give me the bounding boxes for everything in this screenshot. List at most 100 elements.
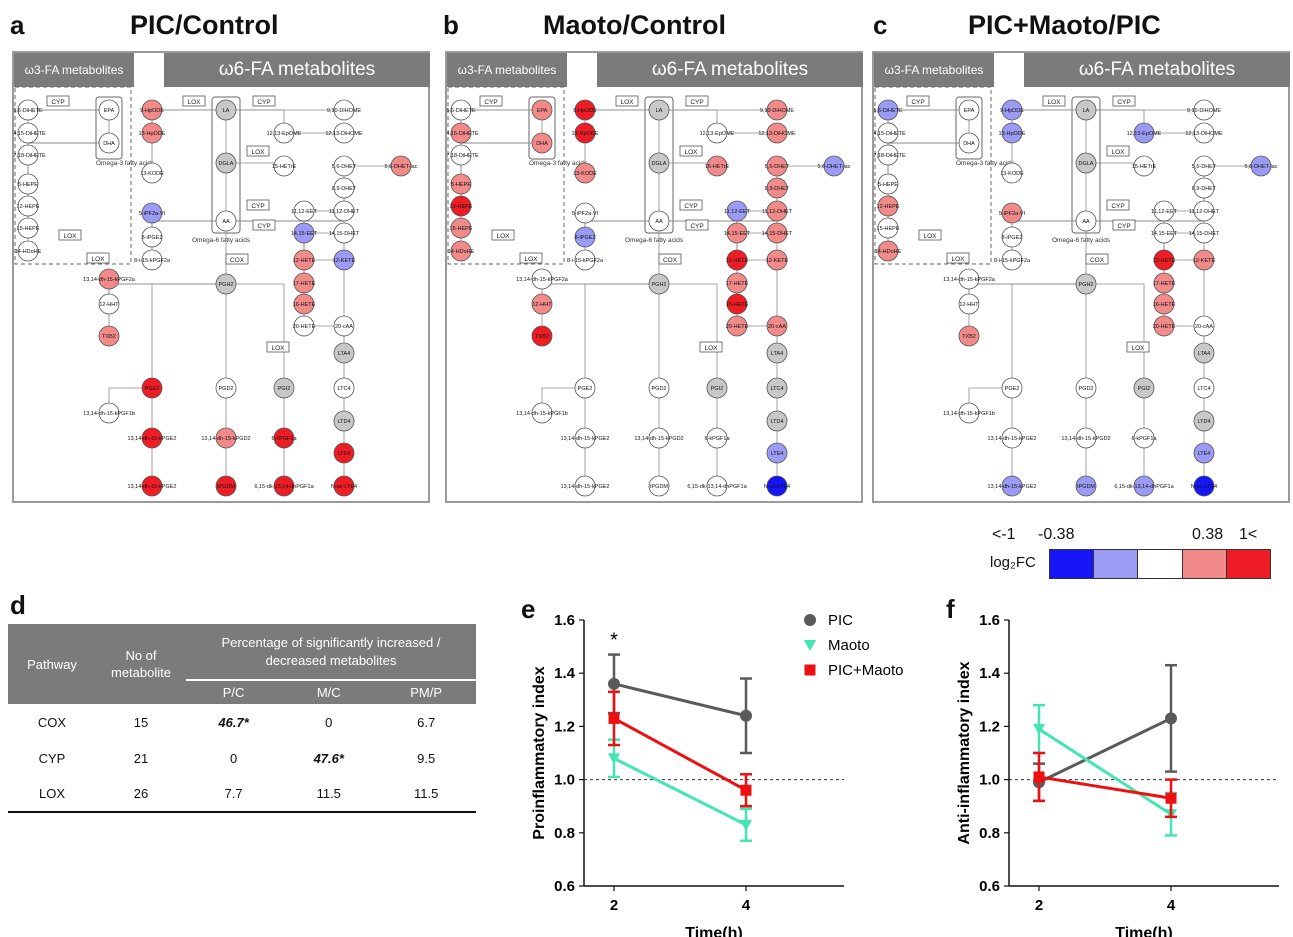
metabolite-label: 9-HpODE [1000, 108, 1024, 114]
metabolite-node: 12-HHT [958, 293, 980, 315]
w6-header: ω6-FA metabolites [597, 53, 863, 87]
metabolite-label: 12,13-EpOME [700, 131, 735, 137]
metabolite-label: 11,12-EET [291, 209, 318, 215]
metabolite-node: 14,15-DHET [1189, 222, 1220, 244]
svg-text:CYP: CYP [51, 99, 64, 106]
header-pct: Percentage of significantly increased / … [186, 624, 476, 680]
metabolite-label: 5-iPF2a-VI [139, 211, 166, 217]
pathway-edge [541, 283, 659, 336]
legend-entry: Maoto [804, 637, 870, 654]
metabolite-label: 13,14-dh-15-kPGF2a [83, 277, 136, 283]
x-tick-label: 2 [1035, 897, 1043, 914]
metabolite-label: PGE2 [1005, 386, 1020, 392]
metabolite-node: 5-HEPE [17, 173, 39, 195]
metabolite-label: LTC4 [337, 386, 350, 392]
svg-text:CYP: CYP [257, 99, 270, 106]
svg-text:LOX: LOX [1111, 149, 1125, 156]
x-axis-label: Time(h) [1115, 925, 1172, 937]
cell-pathway: COX [37, 714, 67, 730]
legend-swatch [1226, 550, 1271, 578]
metabolite-label: LTA4 [1198, 351, 1210, 357]
metabolite-label: DHA [103, 141, 115, 147]
metabolite-label: 5,6-DHET-lac [384, 164, 417, 170]
metabolite-node: 13,14-dh-15-kPGD2 [634, 427, 684, 449]
enzyme-box-lox: LOX [246, 145, 270, 157]
metabolite-node: DHA [958, 132, 980, 154]
enzyme-box-lox: LOX [86, 252, 110, 264]
metabolite-node: 13,14-dh-15-kPGE2 [561, 427, 609, 449]
header-pmp: PM/P [376, 679, 476, 704]
metabolite-node: 13,14-dh-15-kPGF1b [516, 402, 568, 424]
metabolite-node: 11,12-DHET [762, 200, 793, 222]
legend-swatch [1050, 550, 1095, 578]
metabolite-label: 6-kPGF1a [271, 436, 297, 442]
header-pc: P/C [186, 679, 282, 704]
svg-text:PIC+Maoto: PIC+Maoto [828, 662, 903, 679]
metabolite-label: 20-HETE [726, 324, 749, 330]
enzyme-box-lox: LOX [266, 341, 290, 353]
metabolite-label: 6,15-dk-13,14-dhPGF1a [687, 484, 747, 490]
metabolite-label: 13,14-dh-15-kPGE2 [988, 436, 1037, 442]
omega3-group-label: Omega-3 fatty acids [529, 160, 588, 167]
svg-text:LOX: LOX [684, 149, 698, 156]
series-line [1038, 717, 1172, 784]
metabolite-node: 17-HETE [1153, 272, 1176, 294]
y-tick-label: 1.6 [554, 612, 575, 629]
series-line [613, 717, 747, 792]
metabolite-label: 11,12-EET [1151, 209, 1178, 215]
metabolite-label: 12-HEPE [17, 204, 40, 210]
panel-title-b: Maoto/Control [543, 10, 726, 40]
metabolite-label: DGLA [1079, 161, 1094, 167]
metabolite-node: 12-HHT [98, 293, 120, 315]
metabolite-node: 12-HETE [1153, 249, 1176, 271]
svg-text:CYP: CYP [1111, 203, 1124, 210]
pathway-panel-c: ω3-FA metabolites ω6-FA metabolites Omeg… [872, 51, 1290, 503]
metabolite-label: 13-HpODE [572, 131, 599, 137]
legend-swatch [1094, 550, 1139, 578]
metabolite-node: AA [215, 210, 237, 232]
metabolite-node: 13,14-dh-15-kPGE2 [128, 427, 176, 449]
metabolite-label: 6-kPGF1a [704, 436, 730, 442]
metabolite-label: 17-HETE [726, 281, 749, 287]
metabolite-label: 16-HETE [726, 302, 749, 308]
cell-pathway: CYP [38, 750, 66, 766]
metabolite-node: 9,10-DiHOME [760, 99, 794, 121]
y-axis-label: Anti-inflammatory index [956, 661, 973, 844]
pathway-edge [1011, 283, 1086, 388]
metabolite-node: 11,12-EET [291, 200, 318, 222]
metabolite-node: PGE2 [141, 377, 163, 399]
metabolite-node: PGI2 [1133, 377, 1155, 399]
pathway-edge [108, 283, 226, 304]
metabolite-node: 12,13-DiHOME [758, 122, 796, 144]
metabolite-label: 14,15-DiHETE [14, 131, 46, 137]
cell-no: 15 [133, 714, 149, 730]
svg-text:CYP: CYP [257, 223, 270, 230]
metabolite-node: 9-HpODE [573, 99, 597, 121]
metabolite-node: 15-HETrE [705, 155, 729, 177]
metabolite-label: PGD2 [219, 386, 234, 392]
metabolite-node: 13,14-dh-15-kPGF2a [943, 268, 996, 290]
metabolite-node: DGLA [215, 152, 237, 174]
metabolite-label: 16-HETE [293, 302, 316, 308]
panel-label-c: c [873, 10, 888, 40]
metabolite-node: 15-HETrE [272, 155, 297, 177]
legend-label: log₂FC [990, 554, 1036, 571]
y-tick-label: 1.0 [979, 772, 1000, 789]
metabolite-label: PGH2 [652, 282, 667, 288]
svg-text:LOX: LOX [187, 99, 201, 106]
metabolite-node: 17,18-DiHETE [447, 144, 479, 166]
metabolite-node: 16-HETE [726, 293, 749, 315]
enzyme-box-cox: COX [1085, 253, 1109, 265]
svg-text:LOX: LOX [251, 149, 265, 156]
legend-colorbar [1049, 549, 1271, 579]
metabolite-label: 13,14-dh-15-kPGF1b [943, 411, 995, 417]
metabolite-node: tPGDM [648, 475, 670, 497]
w3-header: ω3-FA metabolites [447, 53, 567, 87]
metabolite-label: 15-HETrE [272, 164, 297, 170]
metabolite-label: EPA [537, 108, 548, 114]
metabolite-label: 11,12-DHET [762, 209, 793, 215]
metabolite-label: AA [222, 219, 230, 225]
enzyme-box-lox: LOX [1126, 341, 1150, 353]
metabolite-label: 5,6-DiHETE [14, 108, 43, 114]
enzyme-box-cyp: CYP [685, 95, 709, 107]
